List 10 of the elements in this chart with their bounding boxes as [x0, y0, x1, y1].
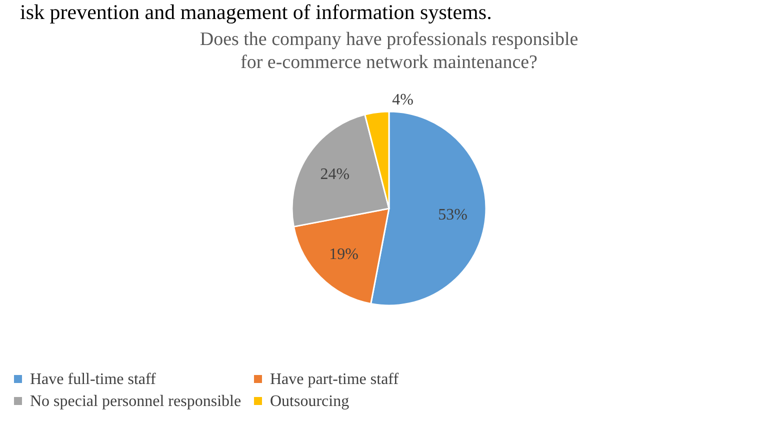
data-label: 19% — [329, 246, 358, 263]
chart-title: Does the company have professionals responsible for e-commerce network maintenance? — [200, 29, 578, 73]
legend-label: Have full-time staff — [30, 371, 157, 388]
data-label: 53% — [438, 206, 468, 224]
legend-label: No special personnel responsible — [30, 393, 242, 410]
data-label: 4% — [392, 91, 414, 108]
text: isk prevention and management of information systems. — [19, 0, 493, 24]
data-label: 24% — [320, 166, 350, 184]
legend-label: Outsourcing — [270, 393, 350, 410]
legend-label: Have part-time staff — [270, 371, 400, 388]
